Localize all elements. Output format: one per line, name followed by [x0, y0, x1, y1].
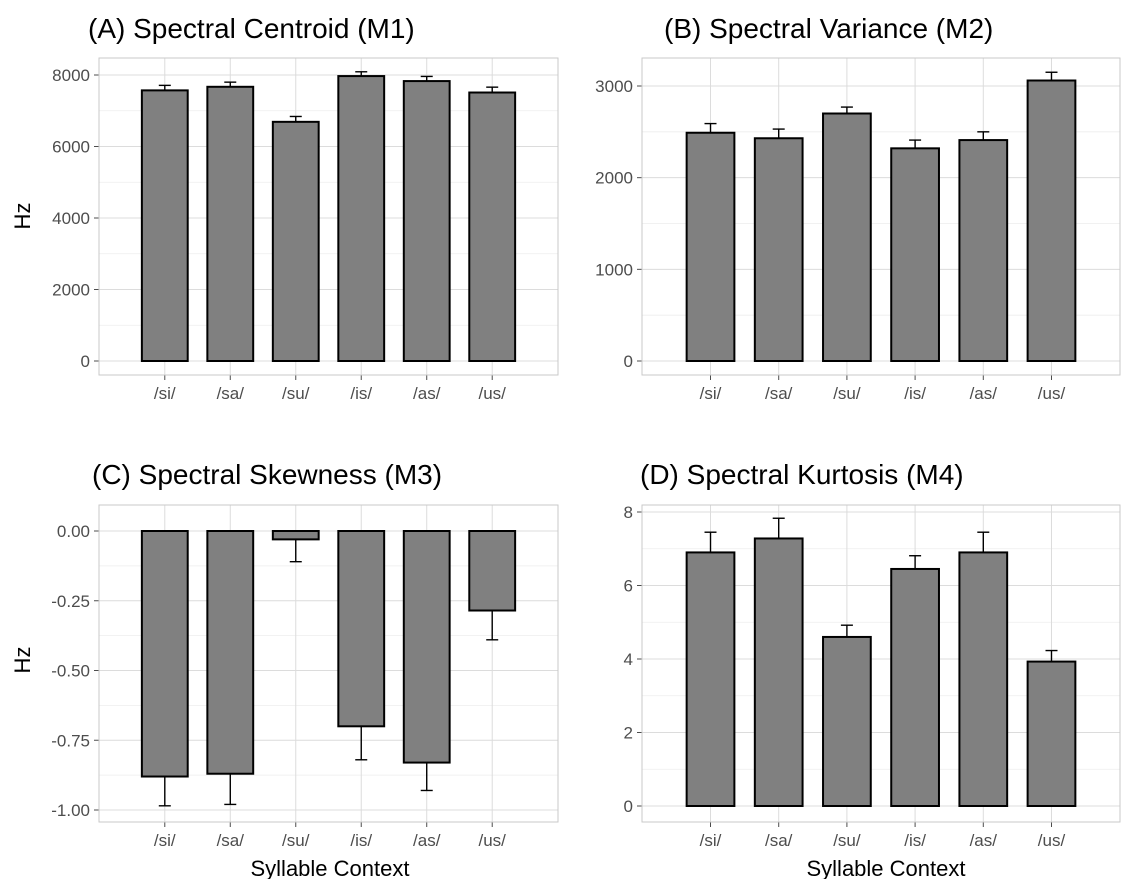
y-tick-label: 0 — [624, 352, 633, 371]
bar — [140, 89, 189, 362]
panel-title: (D) Spectral Kurtosis (M4) — [640, 459, 964, 490]
x-axis-title-left: Syllable Context — [251, 856, 410, 879]
panel-spectral-variance: (B) Spectral Variance (M2) 0 1000 2000 3000… — [595, 13, 1121, 403]
y-tick-label: 2000 — [595, 169, 633, 188]
y-tick-label: 6000 — [52, 138, 90, 157]
y-tick-label: 8 — [624, 503, 633, 522]
y-tick-label: 2 — [624, 724, 633, 743]
bar — [271, 530, 320, 541]
panel-title: (B) Spectral Variance (M2) — [664, 13, 993, 44]
bar — [753, 537, 804, 808]
panel-spectral-centroid: (A) Spectral Centroid (M1) 0 2000 4000 6000… — [52, 13, 559, 403]
x-tick-label: /is/ — [904, 831, 926, 850]
y-tick-label: 4000 — [52, 209, 90, 228]
x-tick-label: /us/ — [479, 384, 507, 403]
x-tick-label: /is/ — [350, 831, 372, 850]
bar — [337, 75, 386, 362]
y-tick-label: -0.25 — [51, 592, 90, 611]
x-tick-label: /su/ — [282, 384, 310, 403]
y-tick-label: -0.50 — [51, 662, 90, 681]
bar — [685, 131, 736, 362]
x-tick-label: /su/ — [833, 384, 861, 403]
bar — [890, 567, 940, 808]
x-tick-label: /sa/ — [217, 384, 245, 403]
x-tick-label: /is/ — [350, 384, 372, 403]
x-tick-label: /sa/ — [765, 831, 793, 850]
bar — [271, 120, 320, 362]
bar — [337, 530, 386, 728]
y-axis-title-bottom: Hz — [10, 647, 35, 674]
panel-border — [641, 57, 1121, 376]
x-tick-label: /sa/ — [217, 831, 245, 850]
x-tick-label: /su/ — [833, 831, 861, 850]
panel-spectral-skewness: (C) Spectral Skewness (M3) -1.00 -0.75 -0.… — [51, 459, 559, 850]
panel-title: (C) Spectral Skewness (M3) — [92, 459, 442, 490]
x-tick-label: /as/ — [413, 384, 441, 403]
y-axis-title-top: Hz — [10, 203, 35, 230]
panel-spectral-kurtosis: (D) Spectral Kurtosis (M4) 0 2 4 6 8/si/ /sa/… — [624, 459, 1121, 850]
y-tick-label: 0.00 — [57, 522, 90, 541]
x-tick-label: /us/ — [1038, 831, 1066, 850]
bar — [468, 530, 517, 612]
x-tick-label: /su/ — [282, 831, 310, 850]
x-tick-label: /si/ — [154, 831, 176, 850]
bar — [140, 530, 189, 778]
x-tick-label: /us/ — [479, 831, 507, 850]
bar — [822, 635, 872, 808]
y-tick-label: 8000 — [52, 66, 90, 85]
x-tick-label: /as/ — [970, 384, 998, 403]
y-tick-label: 0 — [624, 797, 633, 816]
bar — [1026, 79, 1077, 362]
bar — [206, 85, 255, 363]
y-tick-label: -0.75 — [51, 731, 90, 750]
y-tick-label: 6 — [624, 577, 633, 596]
panel-border — [641, 504, 1121, 823]
y-tick-label: -1.00 — [51, 801, 90, 820]
bar — [402, 530, 451, 764]
y-tick-label: 4 — [624, 650, 633, 669]
x-tick-label: /si/ — [700, 384, 722, 403]
x-tick-label: /is/ — [904, 384, 926, 403]
x-tick-label: /sa/ — [765, 384, 793, 403]
bar — [685, 551, 736, 807]
bar — [753, 137, 804, 362]
bar — [1026, 660, 1077, 808]
y-tick-label: 2000 — [52, 281, 90, 300]
x-tick-label: /si/ — [700, 831, 722, 850]
bar — [890, 147, 940, 362]
bar — [402, 80, 451, 362]
x-tick-label: /as/ — [413, 831, 441, 850]
x-tick-label: /as/ — [970, 831, 998, 850]
bar — [958, 139, 1009, 362]
panel-border — [98, 504, 559, 823]
x-axis-title-right: Syllable Context — [807, 856, 966, 879]
y-tick-label: 0 — [81, 352, 90, 371]
bar — [206, 530, 255, 775]
bar — [958, 551, 1009, 807]
x-tick-label: /si/ — [154, 384, 176, 403]
y-tick-label: 3000 — [595, 77, 633, 96]
panel-border — [98, 57, 559, 376]
bar — [468, 91, 517, 363]
bar — [822, 112, 872, 362]
x-tick-label: /us/ — [1038, 384, 1066, 403]
panel-title: (A) Spectral Centroid (M1) — [88, 13, 415, 44]
y-tick-label: 1000 — [595, 260, 633, 279]
